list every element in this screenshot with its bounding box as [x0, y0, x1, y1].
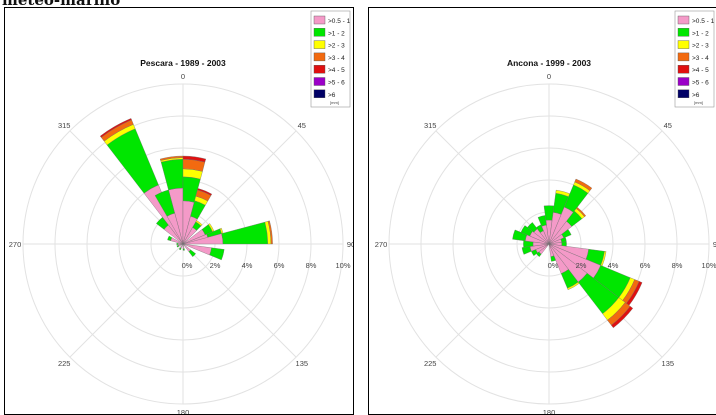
angle-label: 270	[9, 240, 22, 249]
angle-label: 45	[298, 121, 306, 130]
legend-label: >0.5 - 1	[692, 18, 715, 25]
legend-label: >6	[328, 92, 336, 99]
grid-spoke	[435, 243, 550, 358]
angle-label: 135	[296, 359, 309, 368]
rose-wedge-dir-247.5-band-1	[176, 244, 180, 248]
wave-rose-panel-ancona: 0 45 90 135 180 225 270 315 0% 2% 4% 6% 8% 10% Ancona …	[368, 7, 716, 415]
rose-wedge-dir-210-band-1	[178, 247, 182, 251]
radial-tick-label: 2%	[210, 261, 221, 270]
legend-label: >3 - 4	[328, 55, 345, 62]
rose-wedge-dir-105-band-1	[209, 247, 225, 261]
wave-rose-panel-pescara: 0 45 90 135 180 225 270 315 0% 2% 4% 6% 8% 10% Pescara…	[4, 7, 354, 415]
legend-label: >5 - 6	[328, 80, 345, 87]
legend-swatch	[677, 28, 690, 37]
rose-wedge-dir-60-band-1	[561, 229, 572, 239]
wave-rose-chart-ancona: 0 45 90 135 180 225 270 315 0% 2% 4% 6% 8% 10% Ancona …	[375, 10, 716, 414]
rose-wedge-dir-135-band-1	[188, 249, 196, 257]
legend-units: [mm]	[694, 100, 703, 105]
radial-tick-label: 6%	[274, 261, 285, 270]
legend-swatch	[677, 65, 690, 74]
legend-swatch	[677, 52, 690, 62]
rose-wedge-dir-172.5-band-1	[182, 248, 185, 251]
angle-label: 270	[375, 240, 388, 249]
radial-tick-label: 0%	[182, 261, 193, 270]
angle-label: 180	[177, 408, 190, 414]
angle-label: 225	[58, 359, 71, 368]
rose-wedge-dir-150-band-2	[567, 281, 580, 291]
angle-label: 315	[58, 121, 71, 130]
radial-tick-label: 6%	[640, 261, 651, 270]
angle-label: 135	[662, 359, 675, 368]
legend-label: >0.5 - 1	[328, 18, 351, 25]
legend-label: >6	[692, 92, 700, 99]
legend-label: >5 - 6	[692, 80, 709, 87]
rose-wedge-dir-352.5-band-1	[160, 159, 184, 191]
radial-tick-label: 2%	[576, 261, 587, 270]
grid-spoke	[182, 243, 297, 358]
rose-wedge-dir-270-band-1	[176, 243, 179, 245]
angle-label: 0	[547, 72, 551, 81]
radial-tick-label: 4%	[608, 261, 619, 270]
rose-wedge-dir-82.5-band-3	[267, 220, 273, 245]
legend-swatch	[313, 40, 326, 49]
grid-spoke	[69, 243, 184, 358]
rose-wedge-dir-337.5-band-1	[154, 189, 175, 217]
rose-wedge-dir-37.5-band-2	[195, 220, 203, 227]
rose-wedge-dir-300-band-1	[520, 225, 533, 237]
rose-wedge-dir-292.5-band-1	[167, 235, 173, 241]
wave-rose-chart-pescara: 0 45 90 135 180 225 270 315 0% 2% 4% 6% 8% 10% Pescara…	[9, 10, 353, 414]
rose-wedge-dir-135-band-4	[611, 306, 634, 329]
radial-tick-label: 10%	[701, 261, 716, 270]
radial-tick-label: 0%	[548, 261, 559, 270]
radial-tick-label: 4%	[242, 261, 253, 270]
legend-swatch	[313, 52, 326, 62]
legend-label: >1 - 2	[692, 30, 709, 37]
rose-wedge-dir-7.5-band-4	[182, 155, 207, 163]
legend-label: >2 - 3	[692, 43, 709, 50]
rose-wedge-dir-330-band-4	[99, 118, 132, 138]
legend-units: [mm]	[330, 100, 339, 105]
legend-swatch	[313, 28, 326, 37]
legend-swatch	[313, 65, 326, 74]
chart-title: Ancona - 1999 - 2003	[507, 58, 591, 68]
legend-label: >4 - 5	[692, 67, 709, 74]
rose-wedge-dir-165-band-1	[550, 255, 556, 262]
angle-label: 0	[181, 72, 185, 81]
legend-swatch	[677, 15, 690, 25]
legend-swatch	[677, 89, 690, 99]
angle-label: 315	[424, 121, 437, 130]
angle-label: 180	[543, 408, 556, 414]
legend-label: >3 - 4	[692, 55, 709, 62]
rose-wedge-dir-45-band-3	[576, 206, 587, 217]
legend-label: >1 - 2	[328, 30, 345, 37]
rose-wedge-dir-315-band-1	[527, 222, 538, 233]
legend-swatch	[313, 15, 326, 25]
legend-swatch	[313, 89, 326, 99]
radial-tick-label: 8%	[672, 261, 683, 270]
legend-label: >2 - 3	[328, 43, 345, 50]
rose-wedge-dir-255-band-1	[521, 246, 532, 255]
rose-wedge-dir-315-band-1	[156, 217, 169, 230]
radial-tick-label: 10%	[335, 261, 350, 270]
angle-label: 225	[424, 359, 437, 368]
rose-wedge-dir-345-band-1	[537, 215, 547, 227]
angle-label: 90	[347, 240, 353, 249]
radial-tick-label: 8%	[306, 261, 317, 270]
legend-swatch	[677, 40, 690, 49]
legend-swatch	[313, 77, 326, 86]
legend-swatch	[677, 77, 690, 86]
angle-label: 90	[713, 240, 716, 249]
rose-wedge-dir-22.5-band-4	[197, 188, 213, 196]
angle-label: 45	[664, 121, 672, 130]
chart-title: Pescara - 1989 - 2003	[140, 58, 226, 68]
rose-wedge-dir-285-band-1	[512, 229, 528, 242]
page-heading: meteo-marino	[2, 0, 121, 9]
rose-wedge-dir-30-band-3	[574, 178, 593, 191]
legend-label: >4 - 5	[328, 67, 345, 74]
